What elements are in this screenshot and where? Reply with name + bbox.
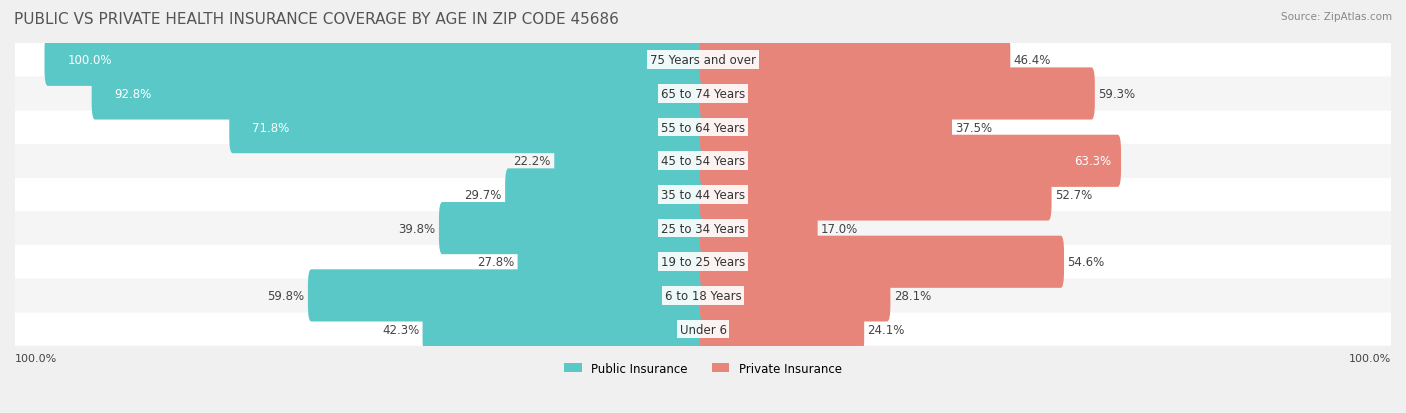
FancyBboxPatch shape: [15, 178, 1391, 212]
Text: 63.3%: 63.3%: [1074, 155, 1111, 168]
Text: 55 to 64 Years: 55 to 64 Years: [661, 121, 745, 134]
FancyBboxPatch shape: [15, 279, 1391, 313]
FancyBboxPatch shape: [700, 202, 818, 254]
Text: 52.7%: 52.7%: [1054, 188, 1092, 202]
Text: PUBLIC VS PRIVATE HEALTH INSURANCE COVERAGE BY AGE IN ZIP CODE 45686: PUBLIC VS PRIVATE HEALTH INSURANCE COVER…: [14, 12, 619, 27]
FancyBboxPatch shape: [91, 68, 706, 120]
Text: 17.0%: 17.0%: [821, 222, 858, 235]
FancyBboxPatch shape: [15, 212, 1391, 245]
FancyBboxPatch shape: [439, 202, 706, 254]
Text: 24.1%: 24.1%: [868, 323, 905, 336]
Text: 22.2%: 22.2%: [513, 155, 551, 168]
FancyBboxPatch shape: [517, 236, 706, 288]
FancyBboxPatch shape: [15, 145, 1391, 178]
Text: 25 to 34 Years: 25 to 34 Years: [661, 222, 745, 235]
Text: 100.0%: 100.0%: [1348, 353, 1391, 363]
FancyBboxPatch shape: [554, 135, 706, 188]
FancyBboxPatch shape: [15, 111, 1391, 145]
Text: 92.8%: 92.8%: [115, 88, 152, 101]
Text: 59.3%: 59.3%: [1098, 88, 1135, 101]
Text: Under 6: Under 6: [679, 323, 727, 336]
Text: 6 to 18 Years: 6 to 18 Years: [665, 289, 741, 302]
FancyBboxPatch shape: [15, 78, 1391, 111]
Text: 59.8%: 59.8%: [267, 289, 305, 302]
Text: 46.4%: 46.4%: [1014, 54, 1050, 67]
Text: 75 Years and over: 75 Years and over: [650, 54, 756, 67]
Text: Source: ZipAtlas.com: Source: ZipAtlas.com: [1281, 12, 1392, 22]
Text: 71.8%: 71.8%: [252, 121, 290, 134]
FancyBboxPatch shape: [700, 135, 1121, 188]
Text: 100.0%: 100.0%: [15, 353, 58, 363]
FancyBboxPatch shape: [308, 270, 706, 322]
Text: 35 to 44 Years: 35 to 44 Years: [661, 188, 745, 202]
Text: 100.0%: 100.0%: [67, 54, 112, 67]
Legend: Public Insurance, Private Insurance: Public Insurance, Private Insurance: [560, 357, 846, 380]
FancyBboxPatch shape: [700, 270, 890, 322]
FancyBboxPatch shape: [700, 102, 952, 154]
Text: 37.5%: 37.5%: [955, 121, 993, 134]
FancyBboxPatch shape: [15, 313, 1391, 346]
FancyBboxPatch shape: [700, 236, 1064, 288]
FancyBboxPatch shape: [505, 169, 706, 221]
FancyBboxPatch shape: [700, 169, 1052, 221]
Text: 39.8%: 39.8%: [398, 222, 436, 235]
FancyBboxPatch shape: [15, 245, 1391, 279]
FancyBboxPatch shape: [700, 68, 1095, 120]
Text: 28.1%: 28.1%: [894, 289, 931, 302]
Text: 42.3%: 42.3%: [382, 323, 419, 336]
Text: 27.8%: 27.8%: [477, 256, 515, 268]
Text: 45 to 54 Years: 45 to 54 Years: [661, 155, 745, 168]
FancyBboxPatch shape: [423, 303, 706, 355]
FancyBboxPatch shape: [15, 44, 1391, 78]
FancyBboxPatch shape: [700, 303, 865, 355]
FancyBboxPatch shape: [45, 35, 706, 87]
FancyBboxPatch shape: [700, 35, 1011, 87]
Text: 19 to 25 Years: 19 to 25 Years: [661, 256, 745, 268]
FancyBboxPatch shape: [229, 102, 706, 154]
Text: 29.7%: 29.7%: [464, 188, 502, 202]
Text: 65 to 74 Years: 65 to 74 Years: [661, 88, 745, 101]
Text: 54.6%: 54.6%: [1067, 256, 1105, 268]
